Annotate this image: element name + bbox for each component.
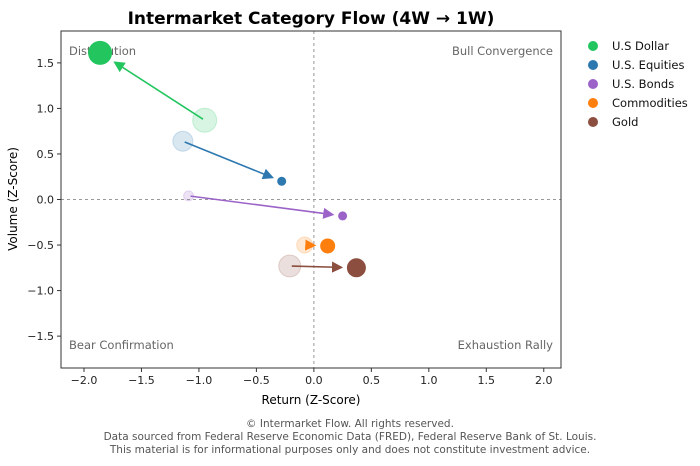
x-tick-label: −1.5	[128, 374, 155, 387]
data-source-text: Data sourced from Federal Reserve Econom…	[103, 431, 597, 443]
point-1w	[338, 211, 348, 221]
y-tick-label: 0.0	[37, 194, 55, 207]
y-tick-label: −1.0	[27, 285, 54, 298]
plot-area: −2.0 −1.5 −1.0 −0.5 0.0 0.5 1.0 1.5 2.0 1.5 1.0 0.5…	[27, 30, 562, 387]
legend-label: Gold	[612, 114, 639, 129]
x-tick-label: 1.0	[420, 374, 438, 387]
legend-label: U.S Dollar	[612, 38, 670, 53]
legend-marker	[588, 59, 598, 70]
y-tick-label: 1.0	[37, 102, 55, 115]
legend-item: Commodities	[588, 93, 688, 112]
x-axis-label: Return (Z-Score)	[262, 393, 361, 407]
x-tick-label: 0.5	[363, 374, 381, 387]
movement-arrow	[113, 61, 204, 120]
point-1w	[346, 258, 366, 278]
legend-label: U.S. Bonds	[612, 76, 675, 91]
legend-item: U.S. Bonds	[588, 74, 688, 93]
y-axis-label: Volume (Z-Score)	[6, 147, 20, 251]
movement-arrow	[184, 141, 275, 180]
quadrant-label-exhaustion-rally: Exhaustion Rally	[458, 338, 554, 352]
point-4w	[172, 130, 194, 152]
legend-label: Commodities	[612, 95, 688, 110]
legend-marker	[588, 116, 598, 127]
copyright-text: © Intermarket Flow. All rights reserved.	[246, 418, 454, 430]
x-tick-label: −0.5	[243, 374, 270, 387]
point-1w	[277, 176, 287, 186]
legend-item: U.S Dollar	[588, 36, 688, 55]
point-1w	[88, 40, 113, 65]
x-tick-label: −2.0	[71, 374, 98, 387]
point-1w	[320, 238, 336, 254]
movement-arrow	[190, 195, 335, 219]
legend-label: U.S. Equities	[612, 57, 685, 72]
y-tick-label: 1.5	[37, 57, 55, 70]
y-tick-label: 0.5	[37, 148, 55, 161]
quadrant-label-bull-convergence: Bull Convergence	[452, 44, 553, 58]
x-tick-label: 2.0	[535, 374, 553, 387]
y-tick-label: −0.5	[27, 239, 54, 252]
quadrant-label-bear-confirmation: Bear Confirmation	[69, 338, 174, 352]
x-tick-label: 0.0	[305, 374, 323, 387]
disclaimer-text: This material is for informational purpo…	[109, 444, 591, 456]
legend-marker	[588, 40, 598, 51]
point-4w	[192, 107, 218, 133]
movement-arrow	[291, 261, 344, 273]
y-tick-label: −1.5	[27, 330, 54, 343]
x-tick-label: −1.0	[186, 374, 213, 387]
legend-item: Gold	[588, 112, 688, 131]
legend: U.S Dollar U.S. Equities U.S. Bonds Commodi…	[588, 36, 688, 131]
legend-marker	[588, 97, 598, 108]
x-tick-label: 1.5	[478, 374, 496, 387]
legend-item: U.S. Equities	[588, 55, 688, 74]
footer: © Intermarket Flow. All rights reserved.…	[0, 418, 700, 457]
legend-marker	[588, 78, 598, 89]
chart-title: Intermarket Category Flow (4W → 1W)	[128, 9, 495, 29]
